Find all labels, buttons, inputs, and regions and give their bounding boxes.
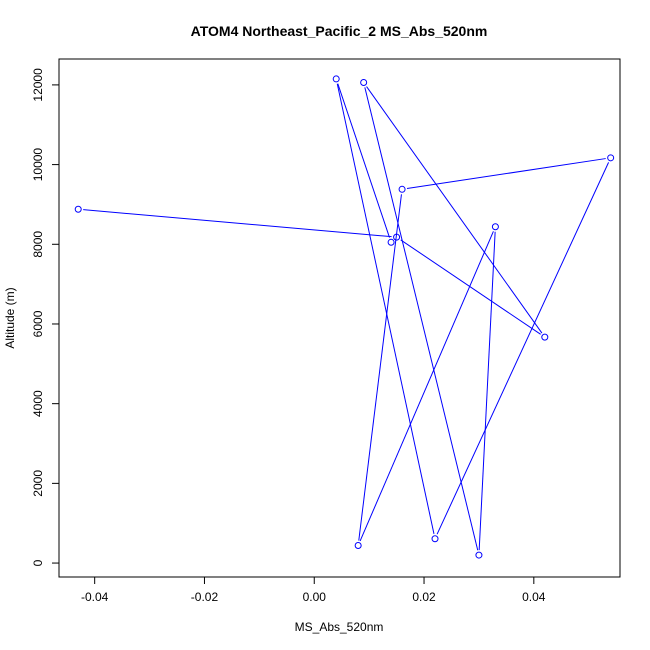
x-tick-label: -0.04 — [81, 590, 109, 604]
y-tick-label: 12000 — [31, 68, 45, 102]
series-line-segment — [358, 194, 402, 541]
series-line-segment — [406, 158, 606, 190]
series-line-segment — [400, 239, 541, 335]
y-tick-label: 6000 — [31, 310, 45, 337]
series-line-segment — [83, 209, 392, 238]
data-point — [475, 551, 483, 559]
data-point — [360, 79, 368, 87]
series-line-segment — [337, 83, 390, 238]
y-tick-label: 4000 — [31, 390, 45, 417]
data-point — [332, 75, 340, 83]
y-tick-label: 10000 — [31, 148, 45, 182]
series-line-segment — [436, 162, 610, 535]
y-tick-label: 2000 — [31, 470, 45, 497]
data-point — [541, 333, 549, 341]
x-tick-label: 0.02 — [412, 590, 436, 604]
data-point — [354, 542, 362, 550]
x-tick-label: -0.02 — [191, 590, 219, 604]
series-line-segment — [478, 231, 496, 551]
y-tick-label: 0 — [31, 559, 45, 566]
x-axis: -0.04 -0.02 0.00 0.02 0.04 — [81, 576, 546, 604]
y-tick-label: 8000 — [31, 231, 45, 258]
data-point — [491, 223, 499, 231]
series-line-segment — [364, 87, 479, 551]
data-point — [393, 233, 401, 241]
data-point — [431, 535, 439, 543]
series-points — [74, 75, 615, 559]
data-point — [387, 238, 395, 246]
x-tick-label: 0.00 — [303, 590, 327, 604]
data-point — [607, 154, 615, 162]
y-axis: 0 2000 4000 6000 8000 10000 12000 — [31, 68, 60, 566]
series-line-segment — [366, 86, 543, 334]
x-tick-label: 0.04 — [522, 590, 546, 604]
x-axis-label: MS_Abs_520nm — [295, 620, 384, 634]
series-line-segment — [359, 231, 494, 542]
data-point — [398, 185, 406, 193]
series-line-segment — [336, 83, 435, 534]
y-axis-label: Altitude (m) — [3, 287, 17, 348]
data-point — [74, 205, 82, 213]
chart-title: ATOM4 Northeast_Pacific_2 MS_Abs_520nm — [191, 23, 488, 39]
series-lines — [83, 83, 610, 551]
